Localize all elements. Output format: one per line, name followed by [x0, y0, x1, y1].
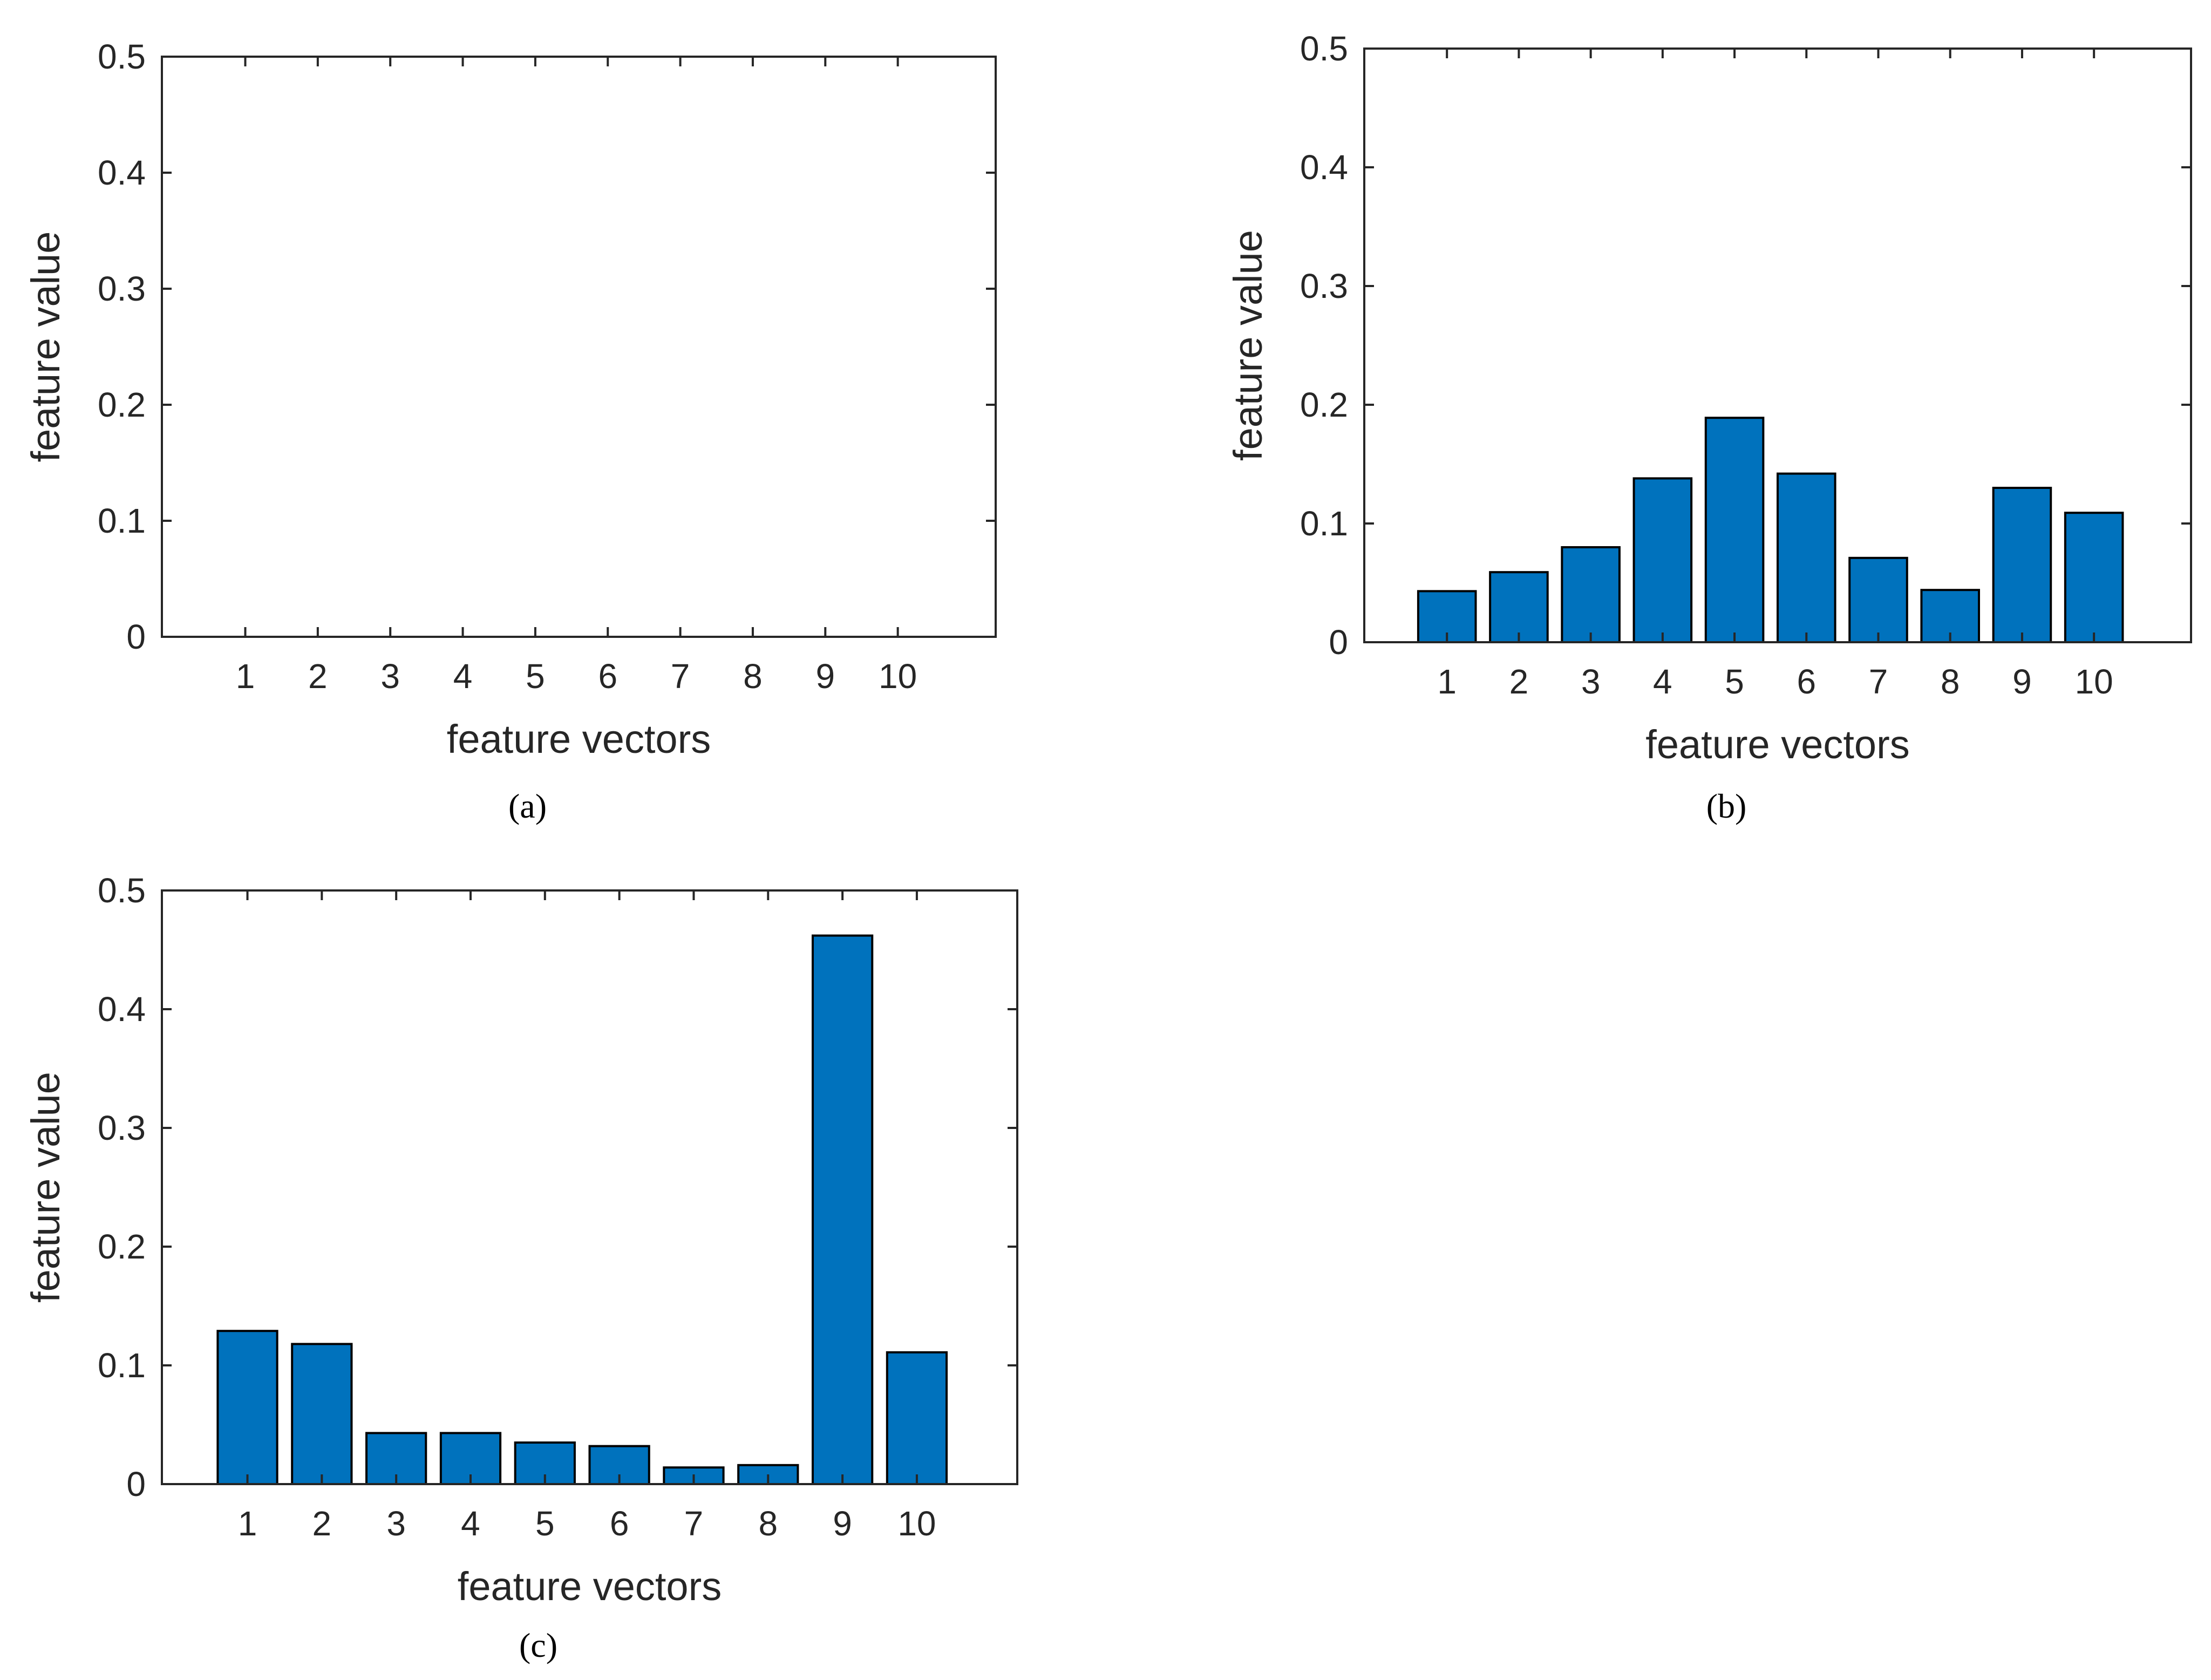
- panel-caption: (c): [519, 1626, 557, 1664]
- plot-area-frame: [161, 56, 997, 638]
- x-axis-title: feature vectors: [1645, 722, 1909, 767]
- x-tick-label: 1: [236, 657, 255, 696]
- x-tick-label: 8: [758, 1504, 778, 1543]
- x-tick-label: 4: [1653, 662, 1672, 701]
- bar-6: [1777, 472, 1836, 643]
- x-tick-label: 10: [2075, 662, 2113, 701]
- y-axis-title: feature value: [23, 232, 68, 462]
- x-tick-label: 6: [598, 657, 617, 696]
- panel-caption: (b): [1706, 787, 1747, 825]
- x-tick-label: 3: [386, 1504, 406, 1543]
- x-tick-label: 2: [312, 1504, 332, 1543]
- plot-area-frame: [161, 889, 1018, 1485]
- bar-9: [811, 934, 874, 1485]
- x-axis-title: feature vectors: [458, 1564, 722, 1609]
- x-tick-label: 6: [1797, 662, 1816, 701]
- bar-10: [2064, 512, 2124, 644]
- x-tick-label: 9: [833, 1504, 852, 1543]
- y-tick-label: 0.3: [98, 269, 146, 308]
- x-tick-label: 8: [743, 657, 763, 696]
- y-tick-label: 0.4: [1300, 148, 1348, 187]
- bar-2: [291, 1343, 353, 1485]
- x-tick-label: 9: [2012, 662, 2032, 701]
- panel-caption: (a): [508, 787, 547, 825]
- x-axis-title: feature vectors: [447, 717, 711, 761]
- y-tick-label: 0: [1329, 623, 1348, 662]
- bar-7: [1848, 556, 1908, 644]
- bar-4: [1632, 477, 1693, 644]
- y-tick-label: 0.4: [98, 990, 146, 1029]
- bar-3: [1561, 546, 1621, 643]
- bar-9: [1992, 487, 2052, 643]
- bar-2: [1489, 571, 1549, 643]
- y-tick-label: 0.5: [98, 37, 146, 76]
- y-tick-label: 0.4: [98, 153, 146, 192]
- x-tick-label: 1: [1437, 662, 1457, 701]
- chart-panel-c: 0 0.1 0.2 0.3 0.4 0.5 1 2 3 4 5 6 7 8 9 10 feature vecto…: [23, 871, 1018, 1664]
- bar-5: [1704, 417, 1765, 643]
- y-tick-label: 0.5: [1300, 29, 1348, 68]
- bar-1: [216, 1330, 278, 1485]
- y-tick-label: 0.3: [98, 1108, 146, 1147]
- chart-panel-a: 0 0.1 0.2 0.3 0.4 0.5 1 2 3 4 5 6 7 8 9 10 feature vecto…: [23, 37, 997, 825]
- y-axis-title: feature value: [23, 1072, 68, 1303]
- plot-area-frame: [1363, 47, 2192, 643]
- x-tick-label: 5: [535, 1504, 555, 1543]
- x-tick-label: 10: [879, 657, 917, 696]
- y-tick-label: 0.1: [1300, 504, 1348, 543]
- chart-panel-b: 0 0.1 0.2 0.3 0.4 0.5 1 2 3 4 5 6 7 8 9 10 feature vecto…: [1226, 29, 2192, 825]
- y-tick-label: 0.2: [98, 385, 146, 424]
- x-tick-label: 8: [1941, 662, 1960, 701]
- bar-10: [886, 1351, 948, 1486]
- y-tick-label: 0.2: [98, 1227, 146, 1266]
- x-tick-label: 9: [815, 657, 835, 696]
- x-tick-label: 10: [897, 1504, 936, 1543]
- x-tick-label: 3: [1581, 662, 1601, 701]
- x-tick-label: 7: [684, 1504, 704, 1543]
- x-tick-label: 6: [610, 1504, 629, 1543]
- bar-3: [365, 1432, 427, 1485]
- x-tick-label: 7: [671, 657, 690, 696]
- x-tick-label: 2: [308, 657, 328, 696]
- y-tick-label: 0.1: [98, 501, 146, 540]
- y-tick-label: 0: [126, 617, 146, 656]
- y-tick-label: 0.5: [98, 871, 146, 910]
- x-tick-label: 4: [453, 657, 473, 696]
- x-tick-label: 7: [1869, 662, 1888, 701]
- x-tick-label: 4: [461, 1504, 480, 1543]
- x-tick-label: 1: [238, 1504, 257, 1543]
- y-tick-label: 0.3: [1300, 267, 1348, 305]
- x-tick-label: 3: [380, 657, 400, 696]
- x-tick-label: 5: [526, 657, 545, 696]
- y-tick-label: 0: [126, 1465, 146, 1504]
- x-tick-label: 5: [1725, 662, 1744, 701]
- y-axis-title: feature value: [1226, 230, 1270, 461]
- y-tick-label: 0.1: [98, 1346, 146, 1385]
- x-tick-label: 2: [1509, 662, 1529, 701]
- y-tick-label: 0.2: [1300, 385, 1348, 424]
